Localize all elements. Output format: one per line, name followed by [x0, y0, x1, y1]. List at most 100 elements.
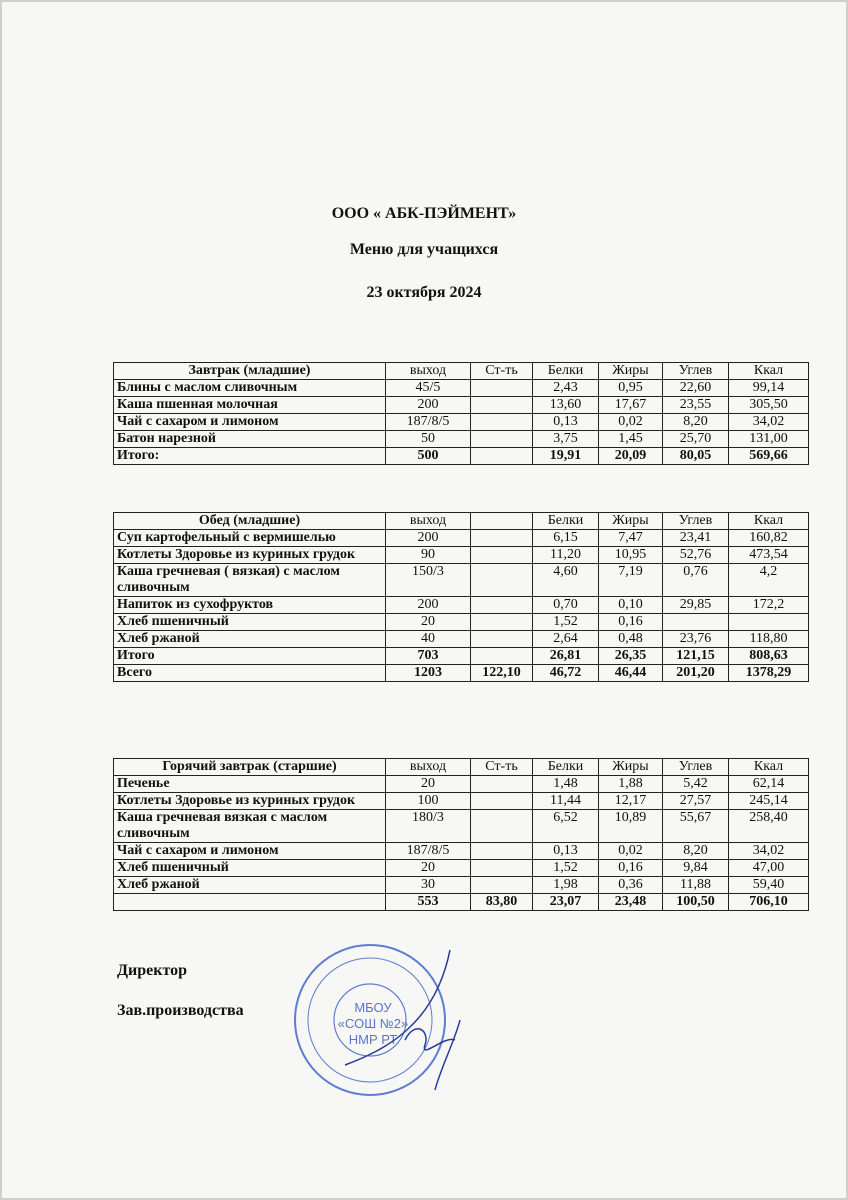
dish-name-cell: Суп картофельный с вермишелью [113, 529, 386, 547]
value-cell: 1378,29 [728, 664, 809, 682]
table-row: Батон нарезной 50 3,75 1,45 25,70 131,00 [113, 430, 809, 448]
dish-name-cell: Блины с маслом сливочным [113, 379, 386, 397]
value-cell: 553 [385, 893, 471, 911]
value-cell: 25,70 [662, 430, 729, 448]
table-row: Котлеты Здоровье из куриных грудок 90 11,2… [113, 546, 809, 564]
dish-name-cell: Хлеб пшеничный [113, 859, 386, 877]
company-name: ООО « АБК-ПЭЙМЕНТ» [331, 205, 517, 222]
value-cell: Белки [532, 758, 599, 776]
value-cell: 569,66 [728, 447, 809, 465]
dish-name-cell: Хлеб ржаной [113, 630, 386, 648]
value-cell: 26,35 [598, 647, 663, 665]
value-cell [470, 630, 533, 648]
value-cell: 100,50 [662, 893, 729, 911]
value-cell: 59,40 [728, 876, 809, 894]
value-cell: 172,2 [728, 596, 809, 614]
value-cell: 40 [385, 630, 471, 648]
value-cell: 9,84 [662, 859, 729, 877]
value-cell: 34,02 [728, 842, 809, 860]
director-label: Директор [117, 962, 187, 979]
total-row: Всего 1203 122,10 46,72 46,44 201,20 1378,29 [113, 664, 809, 682]
value-cell: выход [385, 512, 471, 530]
value-cell [470, 563, 533, 597]
value-cell: 83,80 [470, 893, 533, 911]
value-cell [470, 809, 533, 843]
value-cell: 55,67 [662, 809, 729, 843]
value-cell: 29,85 [662, 596, 729, 614]
value-cell: Ккал [728, 758, 809, 776]
value-cell: 121,15 [662, 647, 729, 665]
table-row: Котлеты Здоровье из куриных грудок 100 11,… [113, 792, 809, 810]
value-cell: Ст-ть [470, 362, 533, 380]
breakfast-junior-table: Завтрак (младшие) выход Ст-ть Белки Жиры Угле… [113, 362, 809, 465]
dish-name-cell: Чай с сахаром и лимоном [113, 413, 386, 431]
value-cell: 23,55 [662, 396, 729, 414]
value-cell: 22,60 [662, 379, 729, 397]
value-cell: 80,05 [662, 447, 729, 465]
value-cell: 20 [385, 859, 471, 877]
value-cell: 46,72 [532, 664, 599, 682]
value-cell: 23,41 [662, 529, 729, 547]
value-cell [470, 546, 533, 564]
value-cell: 7,47 [598, 529, 663, 547]
value-cell [470, 775, 533, 793]
dish-name-cell: Каша гречневая вязкая с маслом сливочным [113, 809, 386, 843]
table-row: Напиток из сухофруктов 200 0,70 0,10 29,85 17… [113, 596, 809, 614]
table-row: Чай с сахаром и лимоном 187/8/5 0,13 0,02 8,… [113, 842, 809, 860]
value-cell: 258,40 [728, 809, 809, 843]
value-cell: 706,10 [728, 893, 809, 911]
value-cell: 1,48 [532, 775, 599, 793]
table-header-row: Обед (младшие) выход Белки Жиры Углев Ккал [113, 512, 809, 530]
dish-name-cell: Каша гречневая ( вязкая) с маслом сливоч… [113, 563, 386, 597]
dish-name-cell: Итого [113, 647, 386, 665]
lunch-junior-table: Обед (младшие) выход Белки Жиры Углев Ккал Суп… [113, 512, 809, 682]
value-cell: 100 [385, 792, 471, 810]
value-cell: 703 [385, 647, 471, 665]
value-cell [728, 613, 809, 631]
value-cell: 500 [385, 447, 471, 465]
dish-name-cell: Всего [113, 664, 386, 682]
value-cell [470, 379, 533, 397]
table-header-row: Завтрак (младшие) выход Ст-ть Белки Жиры Угле… [113, 362, 809, 380]
value-cell: 11,44 [532, 792, 599, 810]
value-cell: 1,98 [532, 876, 599, 894]
dish-name-cell: Печенье [113, 775, 386, 793]
value-cell [470, 647, 533, 665]
value-cell: Ккал [728, 362, 809, 380]
value-cell: 47,00 [728, 859, 809, 877]
table-row: Хлеб пшеничный 20 1,52 0,16 9,84 47,00 [113, 859, 809, 877]
production-manager-label: Зав.производства [117, 1002, 244, 1019]
dish-name-cell: Обед (младшие) [113, 512, 386, 530]
value-cell: 150/3 [385, 563, 471, 597]
value-cell: 0,95 [598, 379, 663, 397]
value-cell: Жиры [598, 758, 663, 776]
value-cell: 99,14 [728, 379, 809, 397]
table-row: Суп картофельный с вермишелью 200 6,15 7,47… [113, 529, 809, 547]
value-cell: 0,48 [598, 630, 663, 648]
value-cell: 30 [385, 876, 471, 894]
value-cell: 473,54 [728, 546, 809, 564]
value-cell [470, 512, 533, 530]
value-cell: 12,17 [598, 792, 663, 810]
stamp-seal: МБОУ «СОШ №2» НМР РТ [294, 944, 461, 1096]
value-cell: 20,09 [598, 447, 663, 465]
svg-text:НМР РТ: НМР РТ [349, 1032, 398, 1047]
dish-name-cell: Горячий завтрак (старшие) [113, 758, 386, 776]
value-cell: 1,45 [598, 430, 663, 448]
dish-name-cell: Хлеб ржаной [113, 876, 386, 894]
value-cell: Белки [532, 362, 599, 380]
value-cell: 3,75 [532, 430, 599, 448]
value-cell: 52,76 [662, 546, 729, 564]
value-cell: Ккал [728, 512, 809, 530]
dish-name-cell: Батон нарезной [113, 430, 386, 448]
value-cell: 2,64 [532, 630, 599, 648]
value-cell: 10,95 [598, 546, 663, 564]
value-cell: 11,88 [662, 876, 729, 894]
value-cell: 180/3 [385, 809, 471, 843]
value-cell: 8,20 [662, 413, 729, 431]
value-cell: Белки [532, 512, 599, 530]
total-row: 553 83,80 23,07 23,48 100,50 706,10 [113, 893, 809, 911]
menu-date: 23 октября 2024 [366, 284, 482, 301]
table-row: Каша пшенная молочная 200 13,60 17,67 23,55 3… [113, 396, 809, 414]
total-row: Итого 703 26,81 26,35 121,15 808,63 [113, 647, 809, 665]
